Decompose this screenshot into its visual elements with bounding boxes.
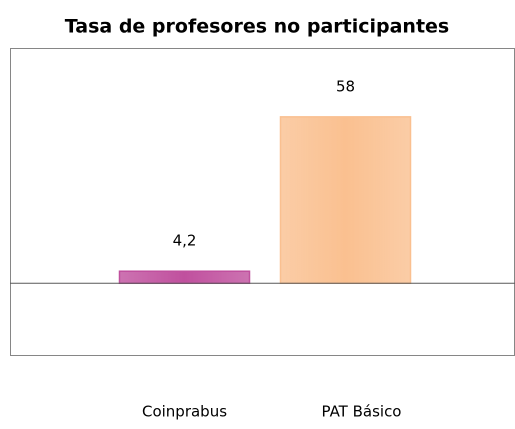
chart-title: Tasa de profesores no participantes [65, 16, 449, 38]
value-label: 4,2 [173, 232, 197, 250]
value-label: 58 [336, 77, 355, 95]
plot-area [10, 48, 515, 356]
bar [279, 116, 412, 285]
bar [118, 270, 251, 285]
x-tick-label: PAT Básico [321, 403, 401, 421]
x-tick-label: Coinprabus [142, 403, 227, 421]
